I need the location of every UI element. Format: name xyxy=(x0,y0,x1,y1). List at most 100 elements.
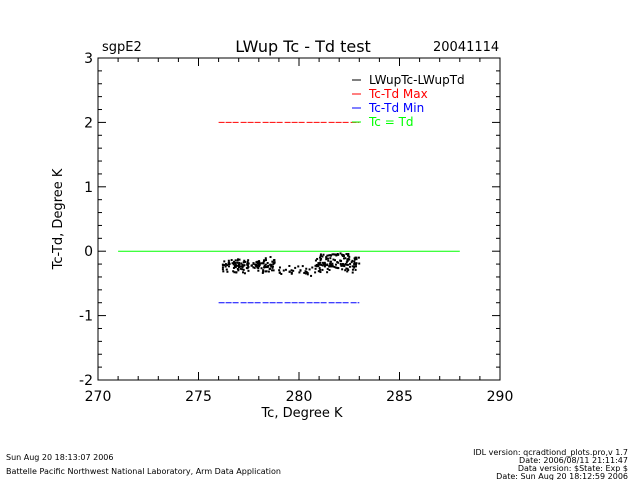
scatter-point xyxy=(264,263,267,266)
scatter-point xyxy=(353,266,356,269)
scatter-point xyxy=(329,260,332,263)
scatter-point xyxy=(266,265,269,268)
scatter-point xyxy=(348,255,351,258)
scatter-point xyxy=(278,269,281,272)
scatter-point xyxy=(354,258,357,261)
scatter-point xyxy=(232,270,235,273)
scatter-point xyxy=(261,271,264,274)
scatter-point xyxy=(357,256,360,259)
y-tick-label: 1 xyxy=(84,180,93,196)
scatter-point xyxy=(288,270,291,273)
scatter-point xyxy=(242,268,245,271)
scatter-point xyxy=(329,254,332,257)
scatter-point xyxy=(311,266,314,269)
scatter-point xyxy=(240,262,243,265)
x-tick-label: 270 xyxy=(85,389,112,405)
scatter-point xyxy=(345,253,348,256)
scatter-point xyxy=(271,260,274,263)
scatter-point xyxy=(271,265,274,268)
scatter-point xyxy=(280,272,283,275)
scatter-point xyxy=(244,260,247,263)
scatter-point xyxy=(265,270,268,273)
scatter-point xyxy=(250,264,253,267)
scatter-point xyxy=(319,271,322,274)
scatter-point xyxy=(319,261,322,264)
scatter-point xyxy=(323,265,326,268)
scatter-point xyxy=(227,259,230,262)
scatter-point xyxy=(237,266,240,269)
scatter-point xyxy=(325,258,328,261)
scatter-point xyxy=(323,263,326,266)
scatter-point xyxy=(221,266,224,269)
scatter-point xyxy=(226,264,229,267)
scatter-point xyxy=(341,268,344,271)
scatter-point xyxy=(344,263,347,266)
scatter-point xyxy=(237,269,240,272)
scatter-point xyxy=(233,260,236,263)
scatter-point xyxy=(353,262,356,265)
scatter-point xyxy=(317,270,320,273)
scatter-point xyxy=(347,257,350,260)
scatter-point xyxy=(337,253,340,256)
scatter-point xyxy=(241,263,244,266)
scatter-point xyxy=(353,260,356,263)
scatter-point xyxy=(319,254,322,257)
scatter-point xyxy=(262,270,265,273)
legend-label: Tc-Td Max xyxy=(368,87,428,101)
scatter-point xyxy=(261,262,264,265)
scatter-point xyxy=(270,265,273,268)
scatter-point xyxy=(355,256,358,259)
scatter-point xyxy=(246,260,249,263)
scatter-point xyxy=(257,269,260,272)
scatter-point xyxy=(268,267,271,270)
scatter-point xyxy=(290,271,293,274)
scatter-point xyxy=(330,263,333,266)
scatter-point xyxy=(341,253,344,256)
scatter-point xyxy=(314,271,317,274)
scatter-point xyxy=(354,268,357,271)
scatter-point xyxy=(237,258,240,261)
x-tick-label: 285 xyxy=(386,389,413,405)
scatter-point xyxy=(327,259,330,262)
scatter-point xyxy=(342,253,345,256)
scatter-point xyxy=(259,262,262,265)
y-axis-label: Tc-Td, Degree K xyxy=(51,168,66,270)
scatter-point xyxy=(317,262,320,265)
scatter-point xyxy=(224,265,227,268)
footer-idl-version: IDL version: qcradtiond_plots.pro,v 1.7 xyxy=(473,448,628,457)
scatter-point xyxy=(351,265,354,268)
scatter-point xyxy=(272,263,275,266)
scatter-point xyxy=(305,267,308,270)
scatter-point xyxy=(242,261,245,264)
footer-data-version: Data version: $State: Exp $ xyxy=(518,464,628,473)
scatter-point xyxy=(345,261,348,264)
scatter-point xyxy=(242,271,245,274)
scatter-point xyxy=(247,269,250,272)
scatter-point xyxy=(255,264,258,267)
scatter-point xyxy=(320,257,323,260)
scatter-point xyxy=(270,264,273,267)
scatter-point xyxy=(349,262,352,265)
scatter-point xyxy=(303,271,306,274)
scatter-point xyxy=(344,257,347,260)
scatter-point xyxy=(239,267,242,270)
scatter-point xyxy=(262,261,265,264)
scatter-point xyxy=(288,264,291,267)
scatter-point xyxy=(247,259,250,262)
scatter-point xyxy=(233,271,236,274)
scatter-point xyxy=(272,261,275,264)
scatter-point xyxy=(331,262,334,265)
scatter-point xyxy=(225,268,228,271)
scatter-point xyxy=(304,270,307,273)
x-axis: 270 275 280 285 290 xyxy=(85,58,513,405)
scatter-point xyxy=(256,262,259,265)
scatter-point xyxy=(230,259,233,262)
scatter-point xyxy=(328,265,331,268)
scatter-point xyxy=(223,264,226,267)
scatter-point xyxy=(347,269,350,272)
scatter-point xyxy=(234,262,237,265)
scatter-point xyxy=(327,254,330,257)
scatter-point xyxy=(241,268,244,271)
scatter-point xyxy=(297,265,300,268)
